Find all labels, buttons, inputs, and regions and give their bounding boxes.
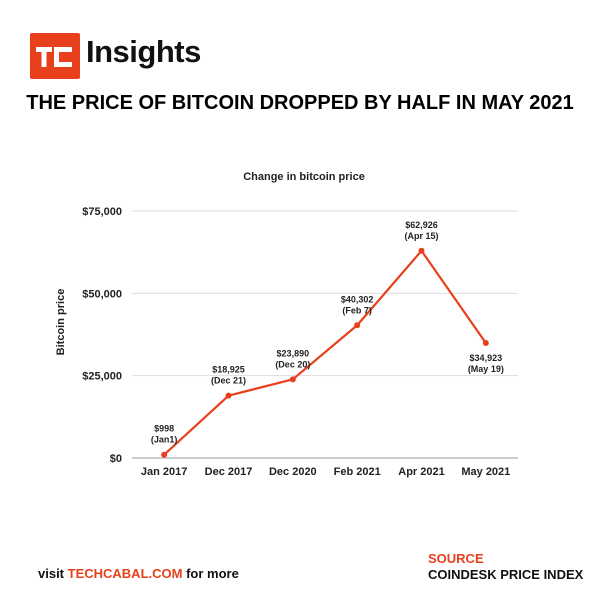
data-label-date: (May 19) [468,364,504,374]
y-tick-label: $50,000 [82,288,122,300]
series-line [163,249,487,456]
x-tick-label: Dec 2020 [269,466,317,478]
data-point [354,322,361,329]
data-label-date: (Apr 15) [404,231,438,241]
data-label-date: (Dec 20) [275,359,310,369]
tc-logo-icon: TC [36,47,72,67]
data-label-value: $62,926 [405,220,438,230]
brand-name: Insights [86,34,201,69]
x-tick-label: Jan 2017 [141,466,187,478]
y-tick-label: $25,000 [82,371,122,383]
data-label-date: (Jan1) [151,435,178,445]
y-tick-label: $0 [110,453,122,465]
y-axis-label: Bitcoin price [55,289,67,356]
source-value: COINDESK PRICE INDEX [428,567,584,582]
x-tick-label: Apr 2021 [398,466,444,478]
techcabal-logo: TC [30,33,80,79]
chart-title: Change in bitcoin price [243,171,365,183]
data-label-value: $18,925 [212,365,245,375]
data-label-value: $40,302 [341,294,374,304]
footer-prefix: visit [38,566,68,581]
data-label-value: $998 [154,424,174,434]
data-label-date: (Feb 7) [342,305,372,315]
data-label-date: (Dec 21) [211,376,246,386]
x-tick-label: Dec 2017 [205,466,253,478]
headline: THE PRICE OF BITCOIN DROPPED BY HALF IN … [26,92,574,114]
data-point [289,376,296,383]
footer-link[interactable]: TECHCABAL.COM [67,566,183,581]
data-label-value: $34,923 [470,353,503,363]
y-tick-label: $75,000 [82,206,122,218]
x-tick-label: Feb 2021 [334,466,381,478]
footer-suffix: for more [182,566,239,581]
data-point [161,451,168,458]
source-label: SOURCE [428,551,484,566]
data-point [418,247,425,254]
data-point [225,392,232,399]
data-point [482,339,489,346]
footer-visit: visit TECHCABAL.COM for more [38,566,239,581]
x-tick-label: May 2021 [461,466,510,478]
data-label-value: $23,890 [277,348,310,358]
